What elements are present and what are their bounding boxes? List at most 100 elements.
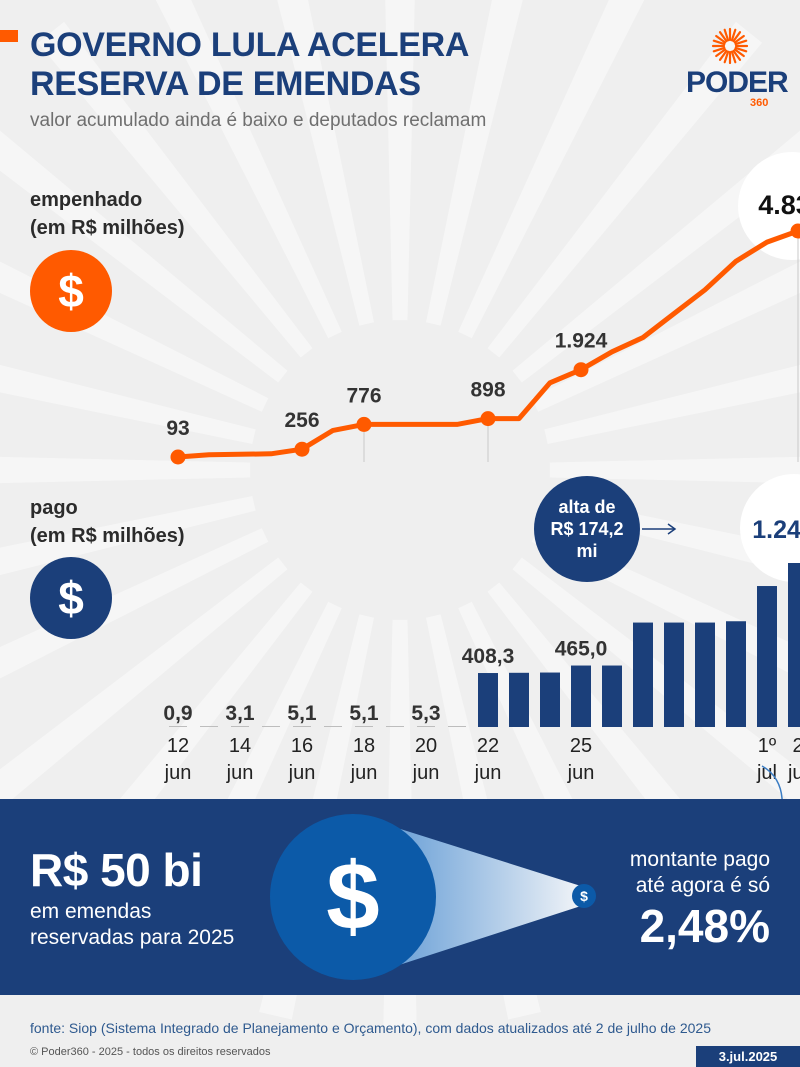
tick-day-label: 25 (570, 735, 592, 757)
bar-value-label: 465,0 (555, 638, 608, 661)
background-ray (512, 557, 800, 810)
tick-day-label: 22 (477, 735, 499, 757)
title-line-2: RESERVA DE EMENDAS (30, 65, 421, 103)
pago-label-title: pago (30, 497, 78, 519)
logo-ray (730, 50, 737, 64)
tick-month-label: jun (350, 762, 378, 784)
increase-line-2: R$ 174,2 (550, 519, 624, 539)
pago-bar (602, 665, 622, 727)
page-title: GOVERNO LULA ACELERA RESERVA DE EMENDAS (30, 26, 590, 104)
tick-day-label: 16 (291, 735, 313, 757)
badge-arrow-head (667, 523, 677, 535)
background-ray (544, 364, 800, 444)
banner-caption-line-1: em emendas (30, 900, 152, 923)
peak-bar-highlight (740, 474, 800, 582)
background-ray (458, 0, 645, 339)
pago-bar (726, 621, 746, 727)
line-point (294, 441, 310, 457)
pago-bar (478, 673, 498, 727)
tick-month-label: jul (787, 762, 800, 784)
background-ray (531, 261, 800, 412)
line-point (170, 449, 186, 465)
bar-value-label: 5,1 (349, 702, 379, 725)
line-point (356, 416, 372, 432)
line-value-label: 4.833 (758, 190, 800, 220)
tick-month-label: jul (756, 762, 777, 784)
banner-note: montante pago até agora é só (560, 847, 770, 899)
bar-value-label: 5,3 (411, 702, 440, 725)
tick-month-label: jun (412, 762, 440, 784)
page-subtitle: valor acumulado ainda é baixo e deputado… (30, 110, 487, 131)
background-ray (0, 456, 251, 484)
title-line-1: GOVERNO LULA ACELERA (30, 26, 470, 64)
copyright: © Poder360 - 2025 - todos os direitos re… (30, 1046, 271, 1058)
pago-bar (633, 622, 653, 727)
increase-line-3: mi (576, 541, 598, 561)
background-ray (512, 130, 800, 383)
pago-bar (757, 586, 777, 727)
tick-day-label: 18 (353, 735, 375, 757)
logo-ray (732, 49, 742, 61)
banner-arrow-curve (761, 765, 783, 800)
background-ray (0, 364, 256, 444)
banner-percent: 2,48% (639, 900, 770, 952)
background-ray (385, 0, 415, 321)
increase-line-1: alta de (558, 497, 616, 517)
banner-note-line-1: montante pago (629, 848, 770, 871)
background-ray (0, 557, 288, 810)
banner-caption-line-2: reservadas para 2025 (30, 926, 235, 949)
background-ray (549, 456, 800, 484)
bar-value-label: 1.240,6 (752, 516, 800, 544)
logo-ray (733, 48, 745, 58)
small-dollar-icon: $ (572, 884, 596, 908)
logo-ray (715, 34, 727, 44)
pago-bar (540, 672, 560, 727)
logo-ray (715, 48, 727, 58)
bar-value-label: 3,1 (225, 702, 255, 725)
pago-bar (571, 665, 591, 727)
empenhado-label: empenhado (em R$ milhões) (30, 186, 184, 242)
pago-label: pago (em R$ milhões) (30, 494, 184, 550)
tick-day-label: 12 (167, 735, 189, 757)
background-ray (0, 528, 269, 679)
banner-caption: em emendas reservadas para 2025 (30, 899, 234, 951)
line-point (790, 223, 800, 239)
tick-month-label: jun (474, 762, 502, 784)
sun-rays-icon (711, 27, 749, 65)
background-ray (487, 21, 763, 358)
background-ray (37, 21, 313, 358)
background-ray (277, 0, 374, 326)
tick-month-label: jun (226, 762, 254, 784)
pago-label-unit: (em R$ milhões) (30, 525, 185, 547)
bar-value-label: 0,9 (163, 702, 192, 725)
logo-ray (723, 28, 730, 42)
empenhado-label-unit: (em R$ milhões) (30, 217, 185, 239)
background-ray (426, 0, 523, 326)
background-ray (155, 0, 342, 339)
pago-bar (509, 672, 529, 727)
background-ray (0, 130, 288, 383)
tick-day-label: 14 (229, 735, 251, 757)
charts: 93 256 776 898 1.924 4.833 0,9 3,1 5,1 5,1 5,3 408,… (163, 152, 800, 800)
logo-ray (718, 31, 728, 43)
pago-dollar-icon: $ (30, 557, 112, 639)
logo-ray (732, 31, 742, 43)
increase-badge: alta de R$ 174,2 mi (534, 476, 640, 582)
summary-banner: R$ 50 bi em emendas reservadas para 2025… (0, 799, 800, 995)
tick-month-label: jun (164, 762, 192, 784)
bar-value-label: 408,3 (462, 645, 515, 668)
pago-bar (788, 563, 800, 727)
pago-bar (664, 622, 684, 727)
logo-name: PODER (686, 66, 789, 99)
logo-ray (730, 28, 737, 42)
line-point (480, 411, 496, 427)
line-value-label: 1.924 (555, 330, 608, 353)
banner-note-line-2: até agora é só (635, 874, 770, 897)
line-value-label: 776 (346, 384, 381, 407)
date-badge: 3.jul.2025 (696, 1046, 800, 1067)
line-value-label: 93 (166, 417, 189, 440)
tick-day-label: 1º (758, 735, 777, 757)
tick-month-label: jun (567, 762, 595, 784)
tick-day-label: 2 (792, 735, 800, 757)
